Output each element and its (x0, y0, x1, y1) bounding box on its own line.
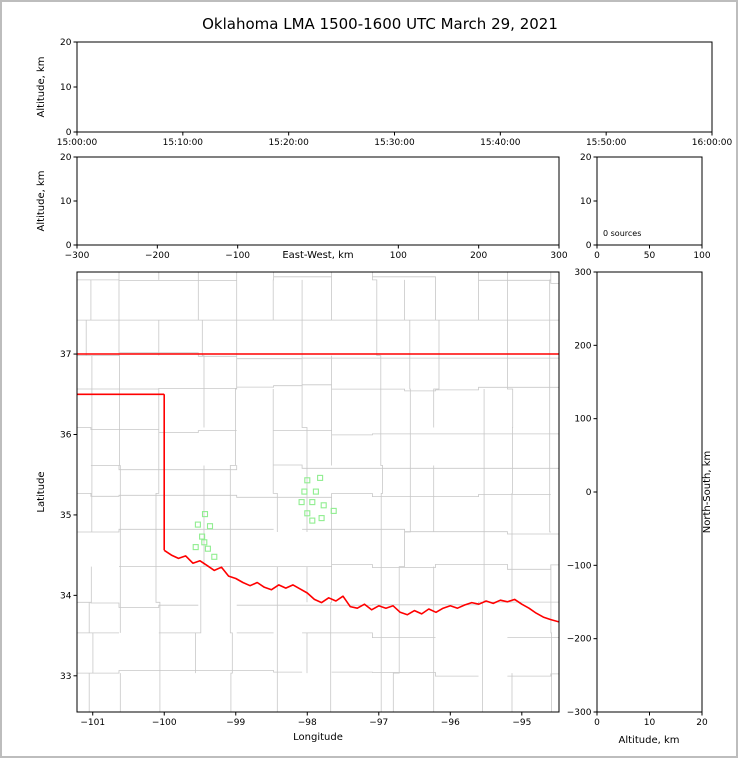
plan-view-xlabel: Longitude (293, 732, 343, 743)
plan-view-ylabel: Latitude (36, 471, 47, 512)
ns-height-xlabel: Altitude, km (619, 735, 680, 746)
plan-view-map-layers (77, 272, 559, 712)
x-tick-label: −101 (80, 718, 105, 728)
lightning-source-marker (194, 521, 201, 528)
ew-height-panel: −300 −200 −100 100 200 300 0 10 20 (60, 153, 568, 261)
y-tick-label: 0 (66, 241, 72, 251)
lightning-source-marker (201, 511, 209, 518)
y-tick-label: 20 (60, 153, 72, 163)
time-height-ylabel: Altitude, km (36, 57, 47, 118)
x-tick-label: 0 (594, 251, 600, 261)
y-tick-label: 10 (60, 83, 72, 93)
y-tick-label: 10 (60, 197, 72, 207)
x-tick-label: 15:30:00 (374, 138, 415, 148)
lightning-source-marker (317, 474, 324, 481)
lightning-source-marker (204, 545, 211, 552)
x-tick-label: 15:50:00 (586, 138, 627, 148)
lightning-source-marker (309, 499, 316, 506)
x-tick-label: −95 (512, 718, 531, 728)
x-tick-label: 15:00:00 (57, 138, 98, 148)
x-tick-label: 100 (693, 251, 710, 261)
y-tick-label: 20 (60, 38, 72, 48)
lightning-source-marker (192, 544, 199, 551)
lightning-source-marker (199, 533, 206, 540)
lightning-source-marker (309, 517, 316, 524)
lightning-source-marker (211, 553, 218, 560)
source-count-annotation: 0 sources (603, 229, 641, 238)
y-tick-label: 100 (574, 415, 591, 425)
lightning-source-marker (206, 523, 214, 530)
y-tick-label: 37 (60, 350, 71, 360)
y-tick-label: 34 (60, 591, 72, 601)
x-tick-label: −99 (226, 718, 245, 728)
lightning-source-marker (304, 510, 311, 517)
x-tick-label: 15:10:00 (163, 138, 204, 148)
axes-frame (76, 156, 560, 246)
ns-height-panel: 0 10 20 300 200 100 0 −100 −200 −300 (567, 268, 708, 728)
x-tick-label: 20 (696, 718, 708, 728)
ew-height-ylabel: Altitude, km (36, 171, 47, 232)
x-tick-label: −97 (369, 718, 388, 728)
y-tick-label: 200 (574, 341, 591, 351)
lightning-source-marker (304, 477, 311, 484)
x-tick-label: 16:00:00 (692, 138, 733, 148)
axes-frame (596, 271, 703, 713)
y-tick-label: 0 (586, 488, 592, 498)
x-tick-label: −100 (225, 251, 250, 261)
lightning-source-marker (312, 488, 319, 495)
x-tick-label: 300 (550, 251, 567, 261)
lightning-source-marker (301, 488, 308, 495)
alt-hist-panel: 0 50 100 0 10 20 (580, 153, 711, 261)
x-tick-label: 0 (594, 718, 600, 728)
axes-frame (76, 41, 713, 133)
y-tick-label: 0 (586, 241, 592, 251)
y-tick-label: 0 (66, 128, 72, 138)
lightning-source-marker (330, 507, 337, 514)
y-tick-label: −100 (567, 561, 592, 571)
y-tick-label: −200 (567, 635, 592, 645)
y-tick-label: 10 (580, 197, 592, 207)
x-tick-label: 200 (470, 251, 487, 261)
x-tick-label: −200 (145, 251, 170, 261)
ew-height-xlabel: East-West, km (282, 250, 353, 261)
x-tick-label: 100 (390, 251, 407, 261)
lightning-source-marker (318, 515, 325, 522)
lightning-source-marker (320, 502, 327, 509)
state-border (163, 549, 559, 623)
county-boundaries (77, 272, 559, 712)
x-tick-label: 10 (644, 718, 656, 728)
x-tick-label: 15:40:00 (480, 138, 521, 148)
y-tick-label: 20 (580, 153, 592, 163)
x-tick-label: −98 (298, 718, 317, 728)
y-tick-label: 33 (60, 672, 71, 682)
y-tick-label: 36 (60, 430, 72, 440)
x-tick-label: −100 (152, 718, 177, 728)
lightning-source-marker (298, 499, 305, 506)
x-tick-label: 15:20:00 (268, 138, 309, 148)
figure-title: Oklahoma LMA 1500-1600 UTC March 29, 202… (202, 15, 558, 33)
time-height-panel: 15:00:00 15:10:00 15:20:00 15:30:00 15:40:00… (57, 38, 733, 148)
y-tick-label: −300 (567, 708, 592, 718)
x-tick-label: −96 (441, 718, 460, 728)
axes-frame (76, 271, 560, 713)
lightning-source-marker (201, 539, 208, 546)
x-tick-label: −300 (65, 251, 90, 261)
y-tick-label: 35 (60, 511, 71, 521)
y-tick-label: 300 (574, 268, 591, 278)
x-tick-label: 50 (644, 251, 656, 261)
plan-view-panel: −101 −100 −99 −98 −97 −96 −95 33 34 35 36 37 (60, 271, 560, 728)
ns-height-ylabel: North-South, km (702, 451, 713, 534)
